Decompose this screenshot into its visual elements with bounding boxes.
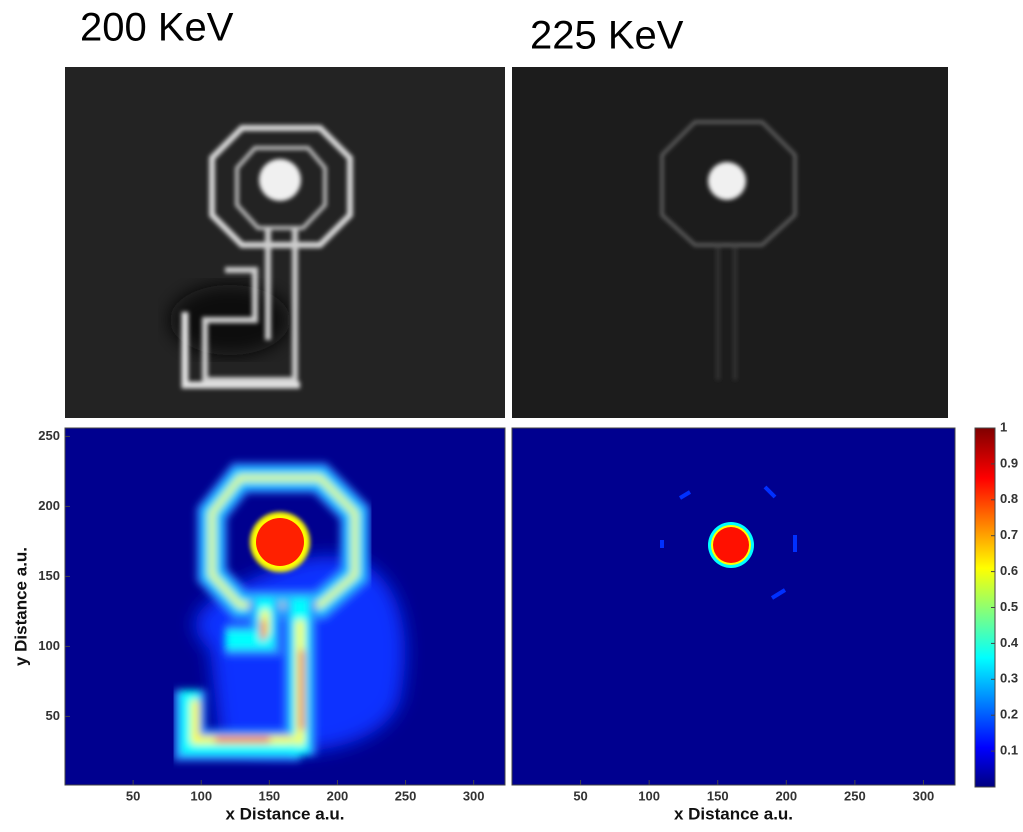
colorbar (975, 428, 995, 787)
x-tick-label: 150 (707, 788, 729, 803)
x-tick-label: 50 (126, 788, 140, 803)
colorbar-tick-label: 0.8 (1000, 491, 1018, 506)
x-tick-label: 100 (638, 788, 660, 803)
colorbar-tick-label: 0.5 (1000, 599, 1018, 614)
colorbar-tick-label: 0.2 (1000, 707, 1018, 722)
contour-map (512, 428, 955, 785)
colorbar-tick-label: 0.1 (1000, 743, 1018, 758)
colorbar-tick-label: 0.9 (1000, 455, 1018, 470)
contour-map (65, 428, 505, 785)
x-tick-label: 250 (844, 788, 866, 803)
panel-title: 200 KeV (80, 6, 234, 50)
y-tick-label: 100 (38, 638, 60, 653)
x-tick-label: 300 (463, 788, 485, 803)
colorbar-tick-label: 0.4 (1000, 635, 1019, 650)
y-tick-label: 150 (38, 568, 60, 583)
x-tick-label: 150 (258, 788, 280, 803)
x-tick-label: 100 (190, 788, 212, 803)
x-axis-label: x Distance a.u. (225, 804, 344, 823)
y-tick-label: 200 (38, 498, 60, 513)
colorbar-tick-label: 0.6 (1000, 563, 1018, 578)
colorbar-tick-label: 0.7 (1000, 527, 1018, 542)
colorbar-tick-label: 0.3 (1000, 671, 1018, 686)
x-tick-label: 300 (913, 788, 935, 803)
x-tick-label: 200 (775, 788, 797, 803)
y-tick-label: 50 (46, 708, 60, 723)
x-tick-label: 250 (395, 788, 417, 803)
photo (65, 67, 505, 418)
x-tick-label: 200 (327, 788, 349, 803)
panel-title: 225 KeV (530, 14, 684, 58)
axes-frame (64, 427, 506, 786)
photo (512, 67, 948, 418)
colorbar-tick-label: 1 (1000, 419, 1007, 434)
axes-frame (511, 427, 956, 786)
y-axis-label: y Distance a.u. (11, 547, 30, 666)
y-tick-label: 250 (38, 428, 60, 443)
x-tick-label: 50 (573, 788, 587, 803)
x-axis-label: x Distance a.u. (674, 804, 793, 823)
